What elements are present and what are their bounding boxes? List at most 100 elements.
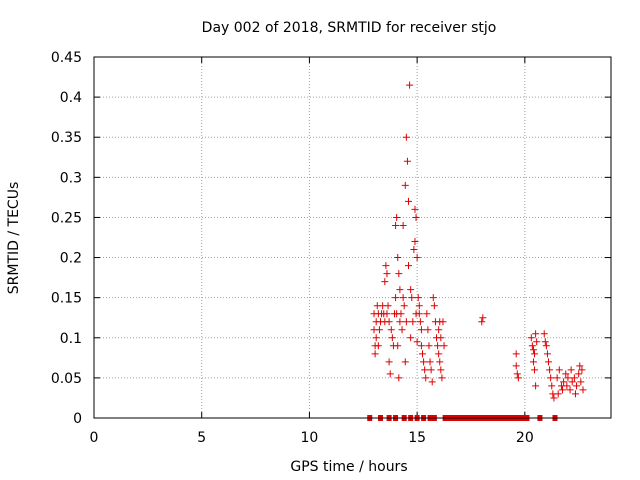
data-point [513, 370, 521, 378]
data-point [543, 350, 551, 358]
y-tick-label: 0.3 [60, 170, 82, 186]
data-point [414, 294, 422, 302]
data-point [413, 338, 421, 346]
data-point [554, 390, 562, 398]
x-tick-label: 5 [197, 430, 206, 446]
data-point [384, 302, 392, 310]
data-point [578, 366, 586, 374]
data-point [383, 310, 391, 318]
data-point [425, 342, 433, 350]
data-point [416, 318, 424, 326]
data-point [412, 213, 420, 221]
data-point [434, 342, 442, 350]
data-point [424, 326, 432, 334]
data-point [375, 326, 383, 334]
data-point [405, 197, 413, 205]
data-point [437, 366, 445, 374]
data-point [409, 318, 417, 326]
data-point [532, 382, 540, 390]
data-point [385, 358, 393, 366]
data-point [577, 378, 585, 386]
data-point [386, 370, 394, 378]
x-axis-ticks: 0 5 10 15 20 [90, 57, 534, 446]
data-point [571, 390, 579, 398]
data-point [421, 366, 429, 374]
data-point [405, 262, 413, 270]
data-point [403, 157, 411, 165]
data-point [371, 350, 379, 358]
data-point [417, 342, 425, 350]
data-point [399, 294, 407, 302]
y-tick-label: 0.2 [60, 251, 82, 267]
data-point [528, 342, 536, 350]
data-point [372, 334, 380, 342]
data-point [382, 262, 390, 270]
data-point [512, 350, 520, 358]
data-point [392, 221, 400, 229]
data-point [531, 366, 539, 374]
data-point [531, 350, 539, 358]
data-point [413, 254, 421, 262]
data-point [529, 346, 537, 354]
data-point [402, 133, 410, 141]
data-point [567, 366, 575, 374]
data-point [527, 334, 535, 342]
data-point [437, 334, 445, 342]
data-point [415, 310, 423, 318]
data-point [406, 81, 414, 89]
data-point [408, 294, 416, 302]
data-point [401, 358, 409, 366]
data-point [564, 374, 572, 382]
y-tick-label: 0 [73, 411, 82, 427]
data-point [440, 342, 448, 350]
data-point [383, 270, 391, 278]
data-point [411, 205, 419, 213]
data-point [514, 374, 522, 382]
data-point [568, 378, 576, 386]
data-point [479, 314, 487, 322]
data-point [423, 310, 431, 318]
y-tick-label: 0.1 [60, 331, 82, 347]
data-point [563, 382, 571, 390]
y-tick-label: 0.25 [51, 210, 82, 226]
data-point [396, 318, 404, 326]
data-point [374, 342, 382, 350]
data-point [559, 386, 567, 394]
data-point [427, 366, 435, 374]
x-tick-label: 0 [90, 430, 99, 446]
data-point [426, 358, 434, 366]
data-point [439, 318, 447, 326]
y-tick-label: 0.15 [51, 291, 82, 307]
data-point [430, 302, 438, 310]
y-tick-label: 0.45 [51, 50, 82, 66]
data-point [512, 362, 520, 370]
data-point [573, 382, 581, 390]
data-point [417, 326, 425, 334]
data-point [438, 374, 446, 382]
data-point [550, 394, 558, 402]
data-point [545, 358, 553, 366]
data-point [397, 310, 405, 318]
data-point [411, 238, 419, 246]
data-point [395, 270, 403, 278]
data-point [401, 181, 409, 189]
y-tick-label: 0.05 [51, 371, 82, 387]
data-point [410, 246, 418, 254]
data-point [428, 378, 436, 386]
data-point [388, 334, 396, 342]
data-point [419, 350, 427, 358]
data-point [381, 278, 389, 286]
data-point [566, 386, 574, 394]
data-point [560, 378, 568, 386]
data-point [429, 294, 437, 302]
data-point [385, 318, 393, 326]
x-tick-label: 10 [301, 430, 319, 446]
data-point [399, 221, 407, 229]
data-point [548, 382, 556, 390]
data-point [407, 334, 415, 342]
chart-title: Day 002 of 2018, SRMTID for receiver stj… [202, 20, 497, 36]
data-point [398, 326, 406, 334]
data-point [562, 370, 570, 378]
